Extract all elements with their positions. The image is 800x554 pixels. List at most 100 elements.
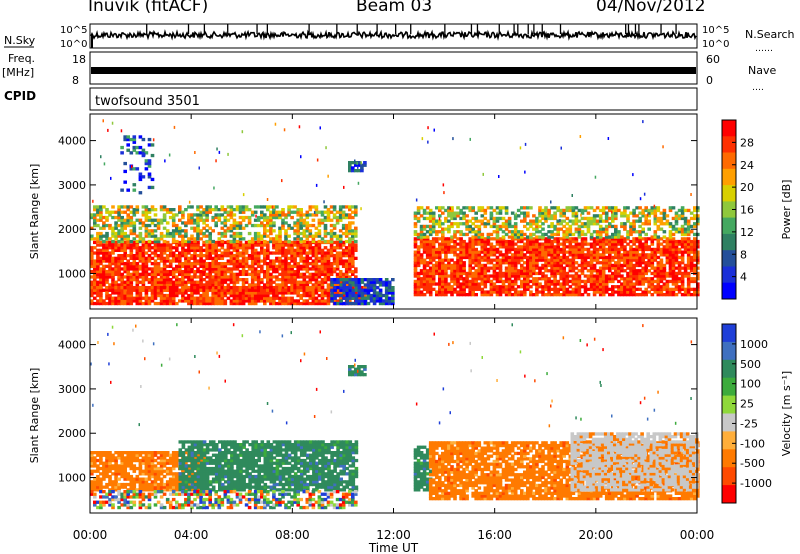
heatmap-cell	[253, 234, 258, 238]
heatmap-cell	[214, 256, 218, 260]
heatmap-cell	[504, 224, 509, 229]
heatmap-cell	[592, 266, 597, 270]
heatmap-cell	[275, 234, 279, 238]
heatmap-cell	[147, 286, 152, 290]
heatmap-cell	[550, 232, 554, 237]
heatmap-cell	[196, 291, 200, 295]
heatmap-cell	[638, 242, 642, 246]
heatmap-cell	[326, 296, 331, 300]
heatmap-cell	[662, 287, 667, 291]
heatmap-cell	[516, 271, 521, 276]
heatmap-cell	[278, 296, 282, 300]
heatmap-cell	[629, 274, 633, 278]
heatmap-cell	[422, 263, 427, 268]
heatmap-cell	[413, 239, 418, 244]
heatmap-cell	[105, 293, 109, 298]
heatmap-cell	[431, 255, 436, 260]
heatmap-cell	[326, 301, 331, 306]
heatmap-cell	[329, 205, 334, 209]
heatmap-cell	[138, 301, 143, 306]
heatmap-cell	[323, 223, 328, 228]
heatmap-cell	[293, 240, 297, 245]
heatmap-cell	[147, 272, 152, 276]
heatmap-cell	[123, 218, 127, 222]
heatmap-cell	[677, 269, 682, 273]
heatmap-cell	[269, 231, 273, 236]
heatmap-cell	[547, 287, 551, 291]
heatmap-cell	[117, 248, 121, 252]
heatmap-cell	[680, 285, 685, 289]
heatmap-cell	[147, 243, 152, 247]
heatmap-cell	[256, 296, 261, 300]
heatmap-cell	[266, 293, 270, 298]
heatmap-cell	[556, 290, 560, 294]
heatmap-cell	[102, 226, 106, 230]
heatmap-cell	[123, 231, 127, 236]
heatmap-cell	[453, 282, 457, 286]
heatmap-cell	[117, 283, 121, 287]
heatmap-cell	[635, 261, 639, 265]
heatmap-cell	[486, 253, 491, 257]
heatmap-cell	[168, 280, 173, 284]
heatmap-cell	[126, 275, 130, 279]
heatmap-cell	[217, 256, 222, 260]
heatmap-cell	[326, 208, 331, 212]
heatmap-cell	[299, 231, 303, 236]
heatmap-cell	[217, 213, 222, 217]
heatmap-cell	[550, 250, 554, 254]
heatmap-cell	[229, 293, 234, 298]
heatmap-cell	[462, 271, 466, 276]
heatmap-cell	[138, 251, 143, 255]
heatmap-cell	[287, 223, 291, 228]
heatmap-cell	[272, 223, 276, 228]
heatmap-cell	[351, 210, 355, 214]
heatmap-cell	[129, 223, 134, 228]
heatmap-cell	[366, 288, 371, 292]
heatmap-cell	[208, 226, 212, 230]
heatmap-cell	[196, 208, 200, 212]
heatmap-cell	[96, 251, 100, 255]
heatmap-cell	[583, 279, 588, 284]
heatmap-cell	[693, 279, 697, 284]
heatmap-cell	[147, 234, 152, 238]
heatmap-cell	[105, 234, 109, 238]
heatmap-cell	[238, 237, 243, 241]
heatmap-cell	[199, 248, 203, 252]
heatmap-cell	[90, 293, 94, 298]
heatmap-cell	[535, 290, 539, 294]
heatmap-cell	[147, 248, 152, 252]
heatmap-cell	[601, 279, 606, 284]
heatmap-cell	[471, 287, 475, 291]
heatmap-cell	[150, 272, 155, 276]
heatmap-cell	[111, 210, 115, 214]
heatmap-cell	[314, 275, 319, 279]
heatmap-cell	[372, 296, 377, 300]
heatmap-cell	[326, 215, 331, 220]
heatmap-cell	[290, 246, 294, 250]
heatmap-cell	[232, 221, 237, 225]
heatmap-cell	[299, 237, 303, 241]
heatmap-cell	[281, 291, 285, 295]
heatmap-cell	[510, 235, 515, 239]
heatmap-cell	[150, 221, 155, 225]
heatmap-cell	[574, 242, 579, 246]
heatmap-cell	[211, 262, 215, 266]
heatmap-cell	[520, 253, 524, 257]
heatmap-cell	[638, 255, 642, 260]
heatmap-cell	[296, 283, 300, 287]
heatmap-cell	[474, 239, 478, 244]
heatmap-cell	[193, 299, 197, 303]
heatmap-cell	[247, 208, 252, 212]
heatmap-cell	[580, 237, 585, 241]
heatmap-cell	[428, 285, 433, 289]
heatmap-cell	[190, 270, 194, 274]
heatmap-cell	[520, 285, 524, 289]
heatmap-cell	[431, 227, 436, 231]
heatmap-cell	[256, 223, 261, 228]
heatmap-cell	[480, 208, 485, 213]
heatmap-cell	[120, 259, 124, 263]
heatmap-cell	[547, 282, 551, 286]
heatmap-cell	[483, 222, 488, 226]
heatmap-cell	[326, 254, 331, 258]
heatmap-cell	[187, 280, 191, 284]
